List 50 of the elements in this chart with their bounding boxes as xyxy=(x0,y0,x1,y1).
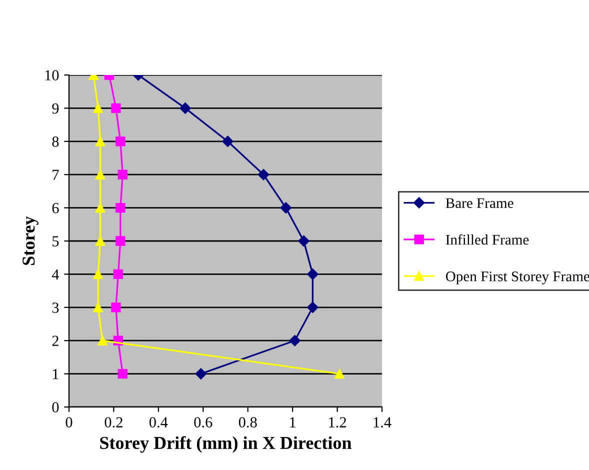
point xyxy=(116,236,126,246)
point xyxy=(307,268,318,280)
point xyxy=(118,368,128,379)
y-tick-label: 8 xyxy=(52,136,59,147)
point xyxy=(118,170,128,180)
point xyxy=(95,170,106,180)
point xyxy=(113,269,124,280)
point xyxy=(195,368,207,380)
point xyxy=(95,136,106,146)
point xyxy=(334,368,344,379)
x-tick-label: 0 xyxy=(66,417,72,428)
point xyxy=(95,202,106,213)
y-tick-label: 6 xyxy=(52,202,59,214)
x-tick-label: 0.6 xyxy=(194,417,212,428)
y-tick-label: 2 xyxy=(52,336,58,346)
point xyxy=(98,336,108,346)
point xyxy=(280,202,292,214)
y-tick-label: 10 xyxy=(45,70,59,80)
y-axis-title: Storey xyxy=(22,216,38,265)
point xyxy=(93,269,103,280)
y-tick-label: 0 xyxy=(52,402,59,412)
point xyxy=(111,302,121,312)
x-tick-label: 1.4 xyxy=(374,417,392,428)
point xyxy=(93,103,103,114)
x-tick-label: 0.2 xyxy=(104,417,122,428)
legend-label: Open First Storey Frame xyxy=(446,272,589,284)
point xyxy=(116,202,126,213)
point xyxy=(222,136,234,148)
x-axis-title: Storey Drift (mm) in X Direction xyxy=(100,436,352,453)
point xyxy=(111,103,121,114)
point xyxy=(298,235,310,247)
y-tick-label: 5 xyxy=(52,236,59,246)
point xyxy=(95,236,106,246)
y-tick-label: 9 xyxy=(52,103,59,114)
point xyxy=(289,334,300,346)
point xyxy=(307,302,318,314)
point xyxy=(116,136,126,146)
x-tick-label: 1 xyxy=(290,417,296,428)
legend-label: Infilled Frame xyxy=(446,234,529,245)
x-tick-label: 0.8 xyxy=(238,417,257,428)
y-tick-label: 3 xyxy=(52,302,59,313)
x-tick-label: 0.4 xyxy=(149,417,168,428)
y-tick-label: 4 xyxy=(52,269,60,280)
y-tick-label: 7 xyxy=(52,170,59,180)
point xyxy=(258,168,270,180)
point xyxy=(180,102,191,114)
point xyxy=(93,302,103,312)
x-tick-label: 1.2 xyxy=(329,417,346,428)
y-tick-label: 1 xyxy=(52,369,58,380)
legend-label: Bare Frame xyxy=(446,198,514,208)
